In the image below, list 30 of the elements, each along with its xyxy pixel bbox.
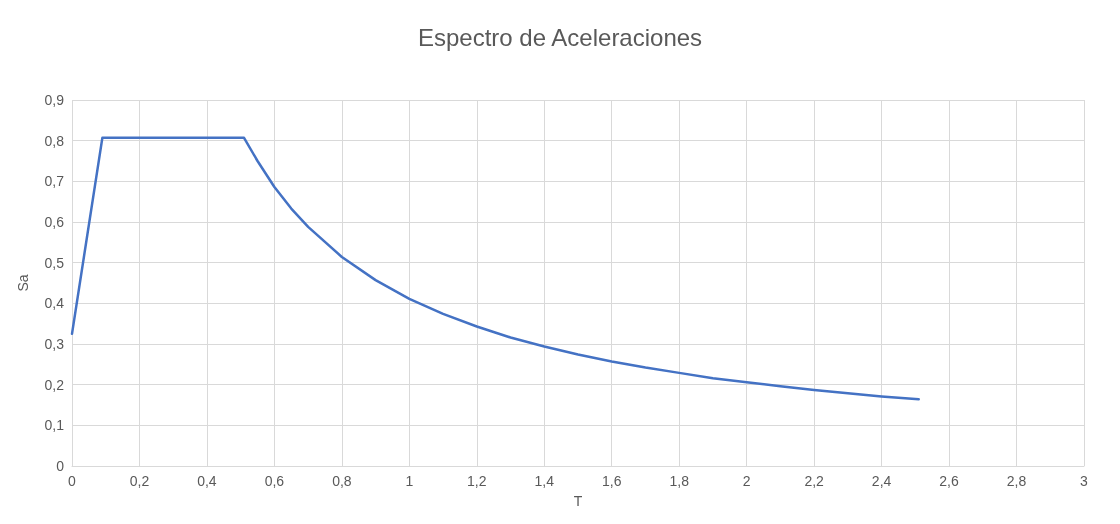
y-tick-label: 0 xyxy=(56,458,65,474)
x-tick-label: 1,8 xyxy=(669,473,690,489)
x-tick-label: 0,4 xyxy=(197,473,217,489)
y-tick-label: 0,3 xyxy=(44,336,65,352)
y-axis-title: Sa xyxy=(15,274,31,292)
x-tick-label: 1,4 xyxy=(534,473,555,489)
y-tick-label: 0,9 xyxy=(44,92,65,108)
x-tick-label: 1 xyxy=(405,473,414,489)
x-tick-label: 2,4 xyxy=(871,473,892,489)
y-tick-label: 0,1 xyxy=(44,417,65,434)
y-tick-label: 0,5 xyxy=(44,254,65,271)
x-tick-label: 0,6 xyxy=(264,473,285,489)
x-tick-label: 0,2 xyxy=(129,473,150,489)
y-tick-label: 0,7 xyxy=(44,173,65,190)
x-tick-label: 2,6 xyxy=(939,473,960,489)
x-tick-label: 1,6 xyxy=(602,473,622,489)
y-tick-label: 0,4 xyxy=(44,295,65,312)
x-tick-label: 2,2 xyxy=(804,473,825,489)
x-tick-label: 2,8 xyxy=(1006,473,1027,489)
x-tick-label: 1,2 xyxy=(467,473,487,489)
y-tick-label: 0,2 xyxy=(44,376,65,393)
x-axis-title: T xyxy=(573,493,583,509)
chart-title: Espectro de Aceleraciones xyxy=(417,23,703,51)
x-tick-label: 3 xyxy=(1080,473,1089,489)
line-series xyxy=(70,136,920,401)
x-tick-label: 0 xyxy=(68,473,77,489)
x-tick-label: 2 xyxy=(742,473,751,489)
x-tick-label: 0,8 xyxy=(332,473,352,489)
y-tick-label: 0,6 xyxy=(44,214,65,230)
y-tick-label: 0,8 xyxy=(44,132,65,149)
